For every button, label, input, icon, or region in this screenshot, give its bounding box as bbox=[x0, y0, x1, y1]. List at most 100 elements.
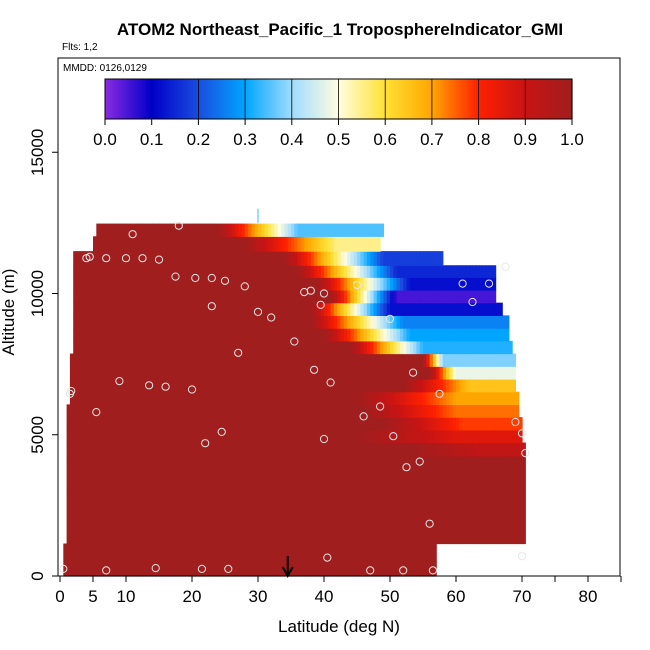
heatmap-cell bbox=[370, 251, 375, 266]
heatmap-cell bbox=[155, 391, 160, 405]
colorbar-segment bbox=[308, 79, 312, 119]
colorbar-segment bbox=[534, 79, 538, 119]
heatmap-cell bbox=[363, 442, 368, 457]
heatmap-cell bbox=[337, 366, 342, 380]
heatmap-cell bbox=[162, 391, 167, 405]
heatmap-cell bbox=[399, 455, 404, 492]
heatmap-cell bbox=[208, 378, 213, 393]
heatmap-cell bbox=[218, 442, 223, 457]
heatmap-cell bbox=[403, 265, 408, 278]
heatmap-cell bbox=[333, 417, 338, 431]
heatmap-cell bbox=[159, 455, 163, 492]
heatmap-cell bbox=[492, 429, 497, 444]
heatmap-cell bbox=[439, 404, 444, 418]
heatmap-cell bbox=[485, 391, 490, 405]
heatmap-cell bbox=[178, 289, 183, 304]
colorbar-segment bbox=[317, 79, 321, 119]
heatmap-cell bbox=[178, 353, 183, 367]
heatmap-cell bbox=[498, 391, 503, 405]
heatmap-cell bbox=[149, 391, 153, 405]
colorbar-segment bbox=[163, 79, 167, 119]
heatmap-cell bbox=[129, 277, 134, 291]
heatmap-cell bbox=[340, 366, 345, 380]
heatmap-cell bbox=[333, 543, 338, 577]
heatmap-cell bbox=[294, 302, 299, 316]
heatmap-cell bbox=[505, 366, 510, 380]
heatmap-cell bbox=[231, 265, 236, 278]
heatmap-cell bbox=[324, 417, 328, 431]
heatmap-cell bbox=[188, 223, 193, 237]
heatmap-cell bbox=[376, 277, 381, 291]
heatmap-cell bbox=[142, 404, 147, 418]
heatmap-cell bbox=[126, 391, 130, 405]
heatmap-cell bbox=[465, 289, 470, 304]
heatmap-cell bbox=[320, 491, 325, 545]
heatmap-cell bbox=[201, 491, 206, 545]
heatmap-cell bbox=[258, 277, 262, 291]
heatmap-cell bbox=[264, 340, 269, 355]
heatmap-cell bbox=[248, 455, 252, 492]
heatmap-cell bbox=[314, 417, 318, 431]
heatmap-cell bbox=[155, 289, 160, 304]
heatmap-cell bbox=[337, 236, 342, 252]
heatmap-cell bbox=[258, 543, 262, 577]
heatmap-cell bbox=[376, 265, 381, 278]
heatmap-cell bbox=[465, 491, 470, 545]
heatmap-cell bbox=[291, 543, 295, 577]
heatmap-cell bbox=[112, 455, 117, 492]
heatmap-cell bbox=[155, 265, 160, 278]
heatmap-cell bbox=[129, 315, 134, 329]
heatmap-cell bbox=[116, 442, 120, 457]
heatmap-cell bbox=[142, 265, 147, 278]
heatmap-cell bbox=[228, 236, 233, 252]
heatmap-cell bbox=[465, 455, 470, 492]
heatmap-cell bbox=[109, 429, 114, 444]
heatmap-cell bbox=[350, 328, 355, 342]
heatmap-cell bbox=[126, 265, 130, 278]
heatmap-cell bbox=[452, 366, 457, 380]
heatmap-cell bbox=[370, 491, 375, 545]
heatmap-cell bbox=[442, 378, 447, 393]
heatmap-cell bbox=[357, 417, 361, 431]
heatmap-cell bbox=[142, 302, 147, 316]
heatmap-cell bbox=[330, 353, 335, 367]
heatmap-cell bbox=[324, 328, 328, 342]
heatmap-cell bbox=[449, 315, 454, 329]
heatmap-cell bbox=[459, 265, 464, 278]
heatmap-cell bbox=[294, 353, 299, 367]
heatmap-cell bbox=[357, 442, 361, 457]
heatmap-cell bbox=[482, 429, 487, 444]
heatmap-cell bbox=[456, 391, 460, 405]
heatmap-cell bbox=[426, 442, 431, 457]
heatmap-cell bbox=[465, 277, 470, 291]
heatmap-cell bbox=[76, 417, 81, 431]
heatmap-cell bbox=[304, 251, 309, 266]
heatmap-cell bbox=[149, 289, 153, 304]
heatmap-cell bbox=[386, 289, 391, 304]
heatmap-cell bbox=[393, 302, 398, 316]
heatmap-cell bbox=[317, 378, 322, 393]
heatmap-cell bbox=[485, 265, 490, 278]
heatmap-cell bbox=[142, 328, 147, 342]
heatmap-cell bbox=[112, 302, 117, 316]
heatmap-cell bbox=[439, 251, 444, 266]
heatmap-cell bbox=[360, 251, 365, 266]
heatmap-cell bbox=[238, 442, 243, 457]
heatmap-cell bbox=[337, 442, 342, 457]
heatmap-cell bbox=[432, 429, 437, 444]
heatmap-cell bbox=[89, 251, 94, 266]
heatmap-cell bbox=[178, 236, 183, 252]
heatmap-cell bbox=[442, 353, 447, 367]
heatmap-cell bbox=[413, 302, 417, 316]
heatmap-cell bbox=[264, 442, 269, 457]
heatmap-cell bbox=[287, 340, 292, 355]
heatmap-cell bbox=[178, 366, 183, 380]
heatmap-cell bbox=[188, 340, 193, 355]
heatmap-cell bbox=[353, 251, 358, 266]
heatmap-cell bbox=[360, 302, 365, 316]
sample-point bbox=[174, 221, 183, 230]
heatmap-cell bbox=[241, 353, 246, 367]
heatmap-cell bbox=[449, 455, 454, 492]
sample-point bbox=[171, 272, 180, 281]
heatmap-cell bbox=[353, 366, 358, 380]
